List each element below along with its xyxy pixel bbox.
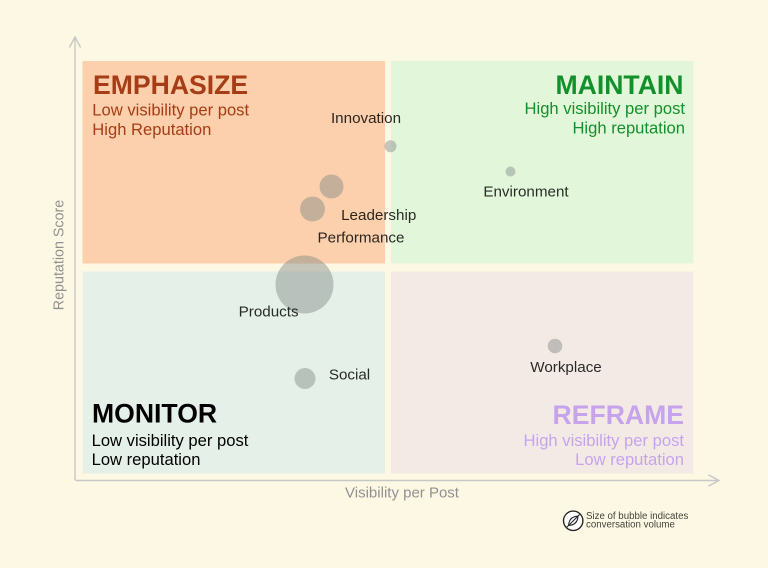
svg-text:Low visibility per post: Low visibility per post xyxy=(92,101,249,120)
svg-text:High visibility per post: High visibility per post xyxy=(524,431,685,450)
svg-text:Visibility per Post: Visibility per Post xyxy=(345,485,460,502)
svg-text:Performance: Performance xyxy=(318,230,405,247)
svg-text:Social: Social xyxy=(329,367,370,384)
svg-text:MAINTAIN: MAINTAIN xyxy=(555,70,683,100)
svg-text:Low reputation: Low reputation xyxy=(575,450,684,469)
svg-text:conversation volume: conversation volume xyxy=(586,520,675,531)
svg-text:High Reputation: High Reputation xyxy=(92,120,211,139)
svg-text:Leadership: Leadership xyxy=(341,207,416,224)
svg-text:Low visibility per post: Low visibility per post xyxy=(92,431,249,450)
svg-text:MONITOR: MONITOR xyxy=(92,399,217,429)
svg-text:Environment: Environment xyxy=(483,184,569,201)
svg-text:Size of bubble indicates: Size of bubble indicates xyxy=(586,511,688,522)
svg-text:Reputation Score: Reputation Score xyxy=(52,200,68,311)
svg-text:Innovation: Innovation xyxy=(331,110,401,127)
svg-text:Low reputation: Low reputation xyxy=(92,450,201,469)
svg-text:Products: Products xyxy=(239,304,299,321)
svg-text:REFRAME: REFRAME xyxy=(553,400,685,430)
svg-text:High visibility per post: High visibility per post xyxy=(525,99,686,118)
svg-text:High reputation: High reputation xyxy=(572,119,685,138)
svg-text:Workplace: Workplace xyxy=(530,359,601,376)
svg-text:EMPHASIZE: EMPHASIZE xyxy=(93,70,248,100)
